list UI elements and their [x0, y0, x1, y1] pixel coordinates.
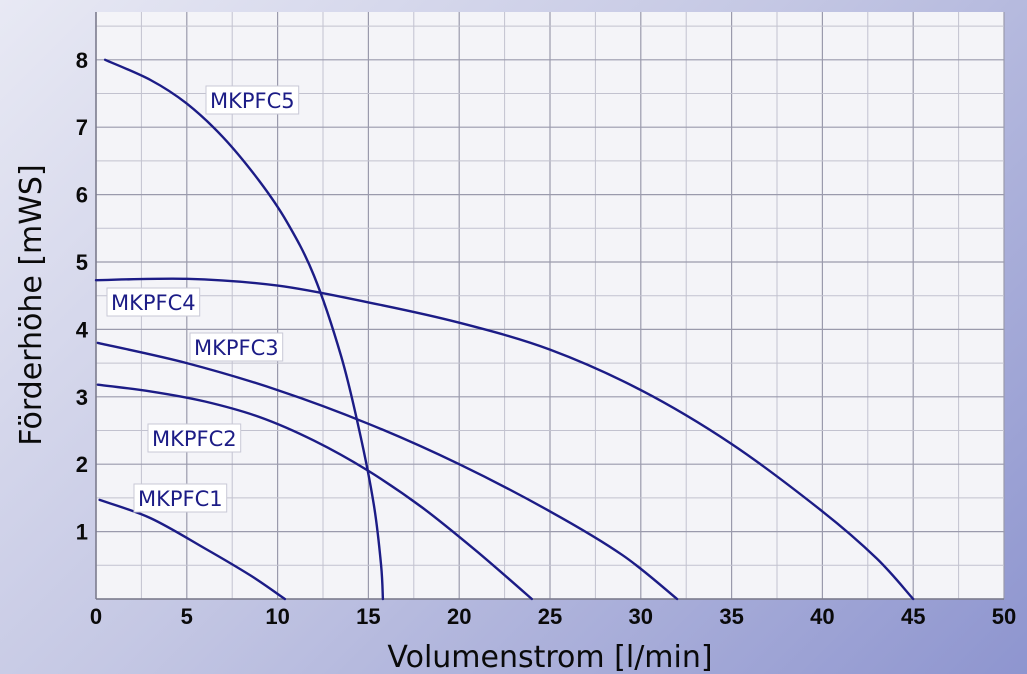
series-label-mkpfc1: MKPFC1	[133, 483, 228, 513]
series-label-box	[205, 85, 300, 115]
x-tick-label: 20	[447, 604, 471, 629]
series-label-text: MKPFC5	[210, 89, 295, 113]
series-label-mkpfc4: MKPFC4	[106, 287, 201, 317]
y-axis-title: Förderhöhe [mWS]	[14, 164, 49, 445]
x-tick-label: 25	[538, 604, 562, 629]
axes	[95, 12, 1004, 600]
series-line-mkpfc2	[96, 383, 533, 601]
series-labels: MKPFC1 MKPFC2 MKPFC3 MKPFC4 MKPFC5	[106, 85, 300, 513]
series-label-box	[133, 483, 228, 513]
series-label-mkpfc3: MKPFC3	[189, 332, 284, 362]
series-label-text: MKPFC2	[152, 427, 237, 451]
y-tick-label: 2	[76, 452, 88, 477]
series-lines	[94, 58, 915, 601]
series-label-mkpfc5: MKPFC5	[205, 85, 300, 115]
x-tick-label: 0	[90, 604, 102, 629]
x-tick-label: 15	[356, 604, 380, 629]
series-label-box	[147, 423, 242, 453]
series-line-mkpfc4	[94, 277, 915, 601]
x-tick-label: 50	[992, 604, 1016, 629]
y-tick-label: 7	[76, 115, 88, 140]
x-tick-label: 5	[181, 604, 193, 629]
x-tick-label: 40	[810, 604, 834, 629]
x-tick-label: 45	[901, 604, 925, 629]
y-tick-label: 3	[76, 385, 88, 410]
series-label-box	[106, 287, 201, 317]
x-tick-label: 35	[719, 604, 743, 629]
x-tick-label: 10	[265, 604, 289, 629]
y-tick-label: 4	[76, 317, 89, 342]
x-axis-title: Volumenstrom [l/min]	[387, 640, 712, 674]
y-tick-label: 6	[76, 183, 88, 208]
y-tick-label: 5	[76, 250, 88, 275]
series-label-text: MKPFC3	[194, 336, 279, 360]
series-line-mkpfc3	[96, 341, 679, 601]
series-label-mkpfc2: MKPFC2	[147, 423, 242, 453]
series-label-box	[189, 332, 284, 362]
y-tick-label: 1	[76, 520, 88, 545]
x-tick-label: 30	[629, 604, 653, 629]
series-label-text: MKPFC4	[111, 291, 196, 315]
y-tick-label: 8	[76, 48, 88, 73]
series-line-mkpfc5	[103, 58, 385, 601]
series-label-text: MKPFC1	[138, 487, 223, 511]
